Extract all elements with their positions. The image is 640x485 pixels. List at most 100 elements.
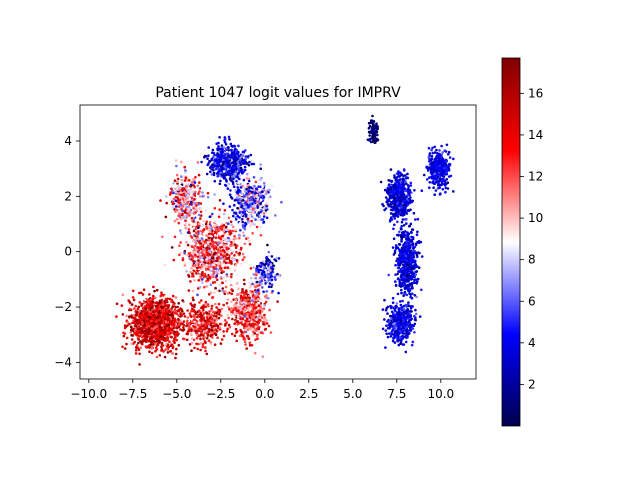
scatter-point [171, 319, 175, 322]
scatter-point [222, 212, 226, 216]
scatter-point [243, 326, 246, 330]
scatter-point [238, 300, 242, 304]
scatter-point [198, 181, 201, 184]
scatter-point [226, 238, 229, 242]
scatter-point [259, 167, 263, 170]
scatter-point [165, 298, 169, 302]
scatter-point [224, 183, 227, 187]
scatter-point [183, 337, 186, 341]
scatter-point [208, 316, 212, 320]
scatter-point [193, 211, 196, 215]
scatter-point [211, 163, 214, 167]
scatter-point [128, 307, 132, 311]
scatter-point [225, 257, 229, 261]
scatter-point [243, 305, 246, 309]
scatter-point [246, 217, 250, 221]
scatter-point [223, 153, 227, 156]
scatter-point [173, 235, 177, 239]
scatter-point [177, 188, 180, 192]
scatter-point [229, 313, 233, 316]
scatter-point [175, 347, 178, 351]
scatter-point [172, 258, 176, 262]
scatter-point [212, 327, 216, 330]
scatter-point [248, 343, 252, 347]
scatter-point [190, 320, 194, 324]
scatter-point [259, 178, 262, 181]
scatter-point [219, 237, 222, 241]
scatter-point [129, 331, 132, 334]
scatter-point [249, 324, 252, 327]
scatter-point [211, 229, 214, 233]
scatter-point [143, 301, 146, 305]
scatter-point [137, 338, 140, 341]
scatter-point [199, 210, 203, 214]
scatter-point [250, 312, 253, 316]
scatter-point [256, 296, 260, 299]
scatter-point [238, 222, 242, 225]
scatter-point [173, 179, 177, 182]
scatter-point [247, 201, 251, 204]
scatter-point [254, 306, 257, 310]
scatter-point [219, 314, 223, 318]
scatter-point [167, 306, 170, 310]
scatter-point [130, 333, 133, 337]
scatter-point [192, 314, 195, 317]
scatter-point [202, 194, 205, 198]
scatter-point [257, 218, 260, 222]
scatter-point [179, 191, 183, 194]
scatter-point [212, 271, 216, 275]
scatter-point [234, 188, 237, 192]
scatter-point [219, 171, 222, 175]
scatter-point [249, 331, 253, 335]
scatter-point [174, 305, 177, 309]
scatter-point [220, 269, 223, 272]
scatter-point [174, 159, 178, 162]
scatter-point [179, 251, 183, 254]
scatter-point [160, 341, 164, 345]
scatter-point [260, 282, 263, 286]
scatter-point [241, 307, 245, 311]
scatter-point [222, 275, 226, 279]
scatter-point [165, 308, 168, 312]
scatter-point [190, 328, 193, 332]
scatter-point [234, 264, 238, 268]
scatter-point [156, 332, 159, 335]
scatter-point [172, 197, 176, 201]
scatter-point [213, 278, 217, 281]
scatter-point [265, 201, 268, 204]
scatter-point [256, 277, 260, 281]
scatter-point [254, 338, 257, 342]
scatter-point [174, 191, 178, 194]
scatter-point [409, 181, 413, 185]
scatter-point [248, 328, 252, 331]
scatter-point [271, 289, 274, 293]
scatter-point [252, 162, 256, 166]
scatter-point [150, 327, 153, 330]
scatter-point [255, 280, 259, 284]
scatter-point [234, 327, 238, 331]
scatter-point [174, 352, 178, 356]
scatter-point [215, 230, 219, 233]
scatter-point [153, 309, 156, 313]
scatter-point [232, 214, 235, 218]
scatter-point [155, 355, 159, 359]
scatter-point [135, 346, 138, 349]
scatter-point [129, 328, 133, 332]
scatter-point [157, 320, 160, 324]
scatter-point [115, 302, 119, 306]
scatter-point [253, 327, 257, 331]
scatter-point [197, 213, 201, 217]
scatter-point [209, 291, 213, 295]
scatter-point [202, 317, 205, 320]
scatter-point [161, 332, 165, 336]
scatter-point [238, 198, 242, 201]
scatter-point [251, 282, 254, 286]
scatter-point [203, 322, 207, 326]
scatter-point [166, 351, 170, 354]
scatter-point [137, 341, 140, 345]
scatter-point [270, 255, 274, 258]
scatter-point [142, 339, 145, 342]
scatter-point [130, 342, 133, 346]
scatter-point [251, 190, 254, 194]
scatter-point [213, 280, 217, 284]
